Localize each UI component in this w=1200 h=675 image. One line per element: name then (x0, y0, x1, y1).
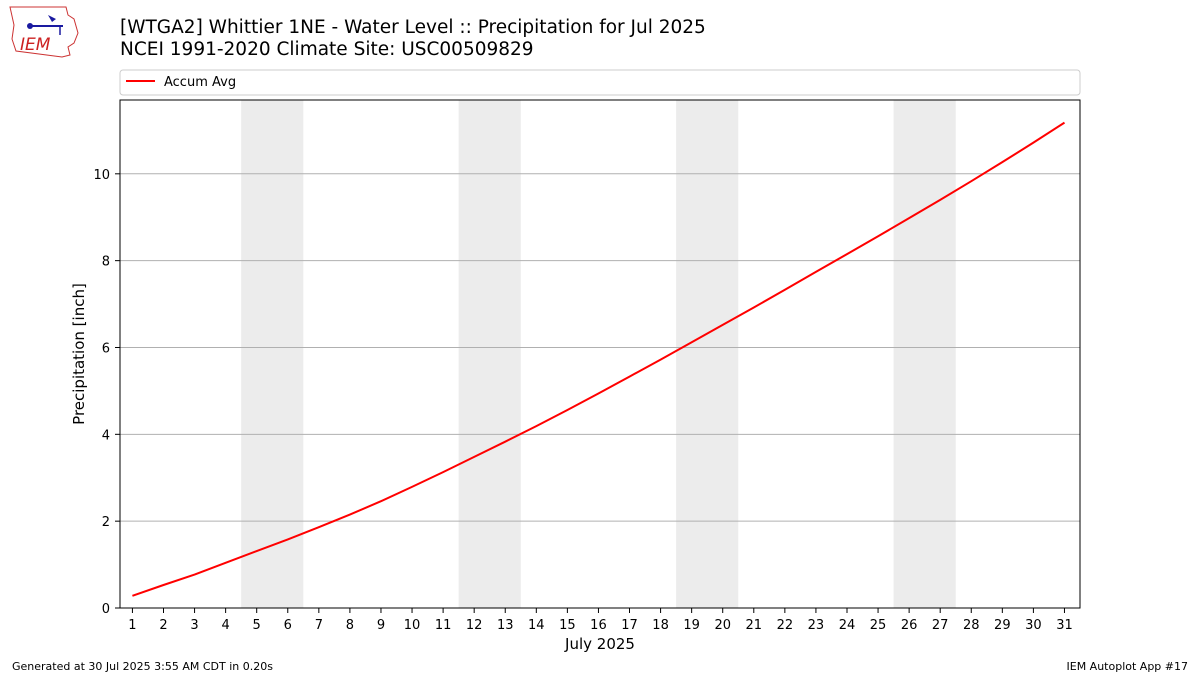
x-tick-label: 17 (621, 618, 638, 633)
x-tick-label: 11 (435, 618, 452, 633)
data-point (939, 199, 941, 201)
y-axis-label: Precipitation [inch] (70, 283, 88, 425)
x-tick-label: 13 (497, 618, 514, 633)
x-tick-label: 10 (404, 618, 421, 633)
x-tick-label: 5 (253, 618, 261, 633)
data-point (598, 393, 600, 395)
x-tick-label: 31 (1056, 618, 1073, 633)
x-tick-label: 16 (590, 618, 607, 633)
data-point (877, 236, 879, 238)
data-point (504, 441, 506, 443)
x-tick-label: 8 (346, 618, 354, 633)
data-point (908, 217, 910, 219)
x-tick-label: 4 (221, 618, 229, 633)
data-point (442, 471, 444, 473)
y-axis: 0 2 4 6 8 10 (93, 168, 120, 617)
data-point (784, 289, 786, 291)
x-tick-label: 12 (466, 618, 483, 633)
data-point (660, 359, 662, 361)
data-point (1033, 142, 1035, 144)
data-point (1064, 122, 1066, 124)
x-tick-label: 22 (777, 618, 794, 633)
x-tick-label: 25 (870, 618, 887, 633)
x-tick-label: 19 (683, 618, 700, 633)
data-point (567, 409, 569, 411)
x-tick-label: 15 (559, 618, 576, 633)
weekend-band-3 (676, 100, 739, 608)
x-tick-label: 21 (746, 618, 763, 633)
data-point (536, 425, 538, 427)
x-tick-label: 7 (315, 618, 323, 633)
series-layer (132, 121, 1066, 597)
legend-box (119, 69, 1081, 96)
data-point (722, 324, 724, 326)
y-tick-label: 6 (102, 341, 110, 356)
x-tick-label: 20 (714, 618, 731, 633)
x-tick-label: 24 (839, 618, 856, 633)
weekend-band-2 (458, 100, 521, 608)
chart-title: [WTGA2] Whittier 1NE - Water Level :: Pr… (120, 17, 706, 61)
autoplot-app-label: IEM Autoplot App #17 (1066, 660, 1189, 673)
data-point (380, 500, 382, 502)
legend-label-accum-avg: Accum Avg (164, 75, 236, 90)
data-point (132, 595, 134, 597)
data-point (1002, 161, 1004, 163)
data-point (194, 574, 196, 576)
y-tick-label: 10 (93, 168, 110, 183)
y-tick-label: 4 (102, 428, 110, 443)
legend: Accum Avg (119, 69, 1081, 96)
data-point (349, 514, 351, 516)
weekend-band-4 (893, 100, 956, 608)
data-point (225, 562, 227, 564)
x-tick-label: 3 (190, 618, 198, 633)
series-line-accum-avg (132, 121, 1066, 597)
x-tick-label: 2 (159, 618, 167, 633)
chart-title-line2: NCEI 1991-2020 Climate Site: USC00509829 (120, 39, 534, 60)
y-tick-label: 2 (102, 515, 110, 530)
weekend-band-1 (241, 100, 304, 608)
data-point (287, 539, 289, 541)
data-point (753, 307, 755, 309)
x-tick-label: 14 (528, 618, 545, 633)
x-axis-label: July 2025 (564, 635, 635, 653)
x-tick-label: 27 (932, 618, 949, 633)
data-point (318, 526, 320, 528)
data-point (256, 550, 258, 552)
data-point (846, 253, 848, 255)
x-tick-label: 1 (128, 618, 136, 633)
data-point (411, 486, 413, 488)
y-tick-label: 8 (102, 255, 110, 270)
x-tick-label: 26 (901, 618, 918, 633)
x-tick-label: 9 (377, 618, 385, 633)
data-point (163, 584, 165, 586)
data-point (970, 180, 972, 182)
x-tick-label: 18 (652, 618, 669, 633)
grid-lines (120, 173, 1080, 522)
x-tick-label: 29 (994, 618, 1011, 633)
iem-logo: IEM (9, 6, 79, 58)
logo-text: IEM (20, 35, 51, 55)
chart-title-line1: [WTGA2] Whittier 1NE - Water Level :: Pr… (120, 17, 706, 38)
data-point (691, 341, 693, 343)
x-tick-label: 23 (808, 618, 825, 633)
data-point (629, 376, 631, 378)
x-tick-label: 6 (284, 618, 292, 633)
y-tick-label: 0 (102, 602, 110, 617)
x-axis: 1 2 3 4 5 6 7 8 9 10 11 12 13 14 15 16 17 18 19 20 21 22 23 24 2… (128, 608, 1073, 633)
generated-timestamp: Generated at 30 Jul 2025 3:55 AM CDT in … (12, 660, 273, 673)
plot-frame (119, 99, 1081, 609)
weekend-shading (241, 100, 956, 608)
x-tick-label: 28 (963, 618, 980, 633)
data-point (815, 271, 817, 273)
data-point (473, 456, 475, 458)
x-tick-label: 30 (1025, 618, 1042, 633)
